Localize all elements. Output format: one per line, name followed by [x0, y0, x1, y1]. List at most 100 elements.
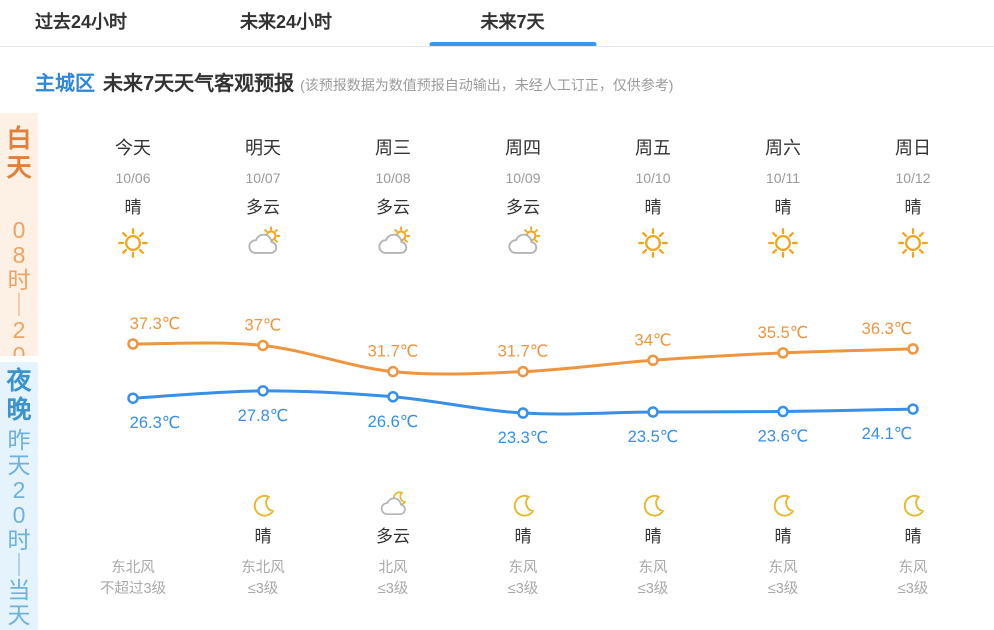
empty-slot [68, 485, 198, 525]
wind-strength: ≤3级 [637, 581, 669, 597]
night-row: 东北风 不超过3级 晴 东北风 ≤3级 多云 北风 ≤3级 晴 东风 [68, 485, 978, 600]
moon-icon [458, 485, 588, 525]
svg-text:23.6℃: 23.6℃ [758, 428, 809, 446]
tab-past-24h[interactable]: 过去24小时 [35, 12, 128, 32]
night-column: 晴 东风 ≤3级 [718, 485, 848, 600]
sun-icon [718, 222, 848, 264]
day-column: 周五 10/10 晴 [588, 136, 718, 264]
night-weather: 晴 [904, 527, 922, 546]
night-weather: 晴 [644, 527, 662, 546]
svg-text:35.5℃: 35.5℃ [758, 324, 809, 342]
wind-direction: 东风 [768, 560, 798, 576]
day-column: 周三 10/08 多云 [328, 136, 458, 264]
day-column: 明天 10/07 多云 [198, 136, 328, 264]
day-column: 周日 10/12 晴 [848, 136, 978, 264]
tab-next-24h[interactable]: 未来24小时 [240, 12, 333, 32]
cloud-moon-icon [328, 485, 458, 525]
svg-text:37.3℃: 37.3℃ [130, 315, 181, 333]
day-column: 周四 10/09 多云 [458, 136, 588, 264]
day-weather: 晴 [124, 198, 142, 217]
wind-direction: 东北风 [111, 560, 155, 576]
svg-text:26.6℃: 26.6℃ [368, 413, 419, 431]
moon-icon [198, 485, 328, 525]
wind-info: 北风 ≤3级 [328, 558, 458, 600]
tabbar-divider [0, 46, 994, 47]
day-name: 周四 [505, 138, 541, 158]
day-date: 10/06 [115, 170, 151, 186]
sidebar-night: 夜晚 昨天20时｜当天08时 [0, 362, 38, 630]
wind-strength: ≤3级 [507, 581, 539, 597]
day-column: 今天 10/06 晴 [68, 136, 198, 264]
wind-info: 东北风 不超过3级 [68, 558, 198, 600]
day-weather: 多云 [246, 198, 280, 217]
day-header-row: 今天 10/06 晴 明天 10/07 多云 周三 10/08 多云 周四 10… [68, 136, 978, 264]
night-column: 晴 东风 ≤3级 [848, 485, 978, 600]
night-range: 昨天20时｜当天08时 [7, 427, 31, 630]
moon-icon [718, 485, 848, 525]
svg-text:36.3℃: 36.3℃ [862, 320, 913, 338]
tab-bar: 过去24小时 未来24小时 未来7天 [0, 0, 994, 47]
wind-direction: 北风 [378, 560, 408, 576]
day-weather: 多云 [376, 198, 410, 217]
wind-strength: ≤3级 [247, 581, 279, 597]
wind-info: 东北风 ≤3级 [198, 558, 328, 600]
day-date: 10/07 [245, 170, 281, 186]
day-date: 10/10 [635, 170, 671, 186]
day-weather: 晴 [904, 198, 922, 217]
day-date: 10/08 [375, 170, 411, 186]
svg-text:31.7℃: 31.7℃ [498, 343, 549, 361]
wind-direction: 东风 [638, 560, 668, 576]
day-name: 周日 [895, 138, 931, 158]
region-label: 主城区 [35, 73, 95, 95]
sun-icon [68, 222, 198, 264]
day-weather: 晴 [774, 198, 792, 217]
svg-text:23.5℃: 23.5℃ [628, 428, 679, 446]
svg-text:27.8℃: 27.8℃ [238, 407, 289, 425]
wind-strength: ≤3级 [767, 581, 799, 597]
day-weather: 晴 [644, 198, 662, 217]
day-weather: 多云 [506, 198, 540, 217]
night-weather: 晴 [774, 527, 792, 546]
disclaimer-note: (该预报数据为数值预报自动输出，未经人工订正，仅供参考) [300, 77, 674, 93]
wind-direction: 东风 [898, 560, 928, 576]
page-header: 主城区 未来7天天气客观预报 (该预报数据为数值预报自动输出，未经人工订正，仅供参考… [35, 68, 985, 100]
night-weather [68, 525, 198, 551]
day-name: 周六 [765, 138, 801, 158]
cloud-sun-icon [198, 222, 328, 264]
svg-text:23.3℃: 23.3℃ [498, 429, 549, 447]
day-column: 周六 10/11 晴 [718, 136, 848, 264]
night-column: 晴 东风 ≤3级 [588, 485, 718, 600]
svg-text:31.7℃: 31.7℃ [368, 343, 419, 361]
wind-strength: 不超过3级 [99, 581, 167, 597]
svg-text:34℃: 34℃ [635, 331, 672, 349]
wind-info: 东风 ≤3级 [848, 558, 978, 600]
moon-icon [848, 485, 978, 525]
daytime-range: 08时｜20时 [7, 217, 31, 357]
svg-text:37℃: 37℃ [245, 316, 282, 334]
night-weather: 多云 [376, 527, 410, 546]
night-label: 夜晚 [6, 367, 32, 424]
tab-next-7-days[interactable]: 未来7天 [430, 0, 595, 47]
day-name: 今天 [115, 138, 151, 158]
wind-strength: ≤3级 [377, 581, 409, 597]
day-date: 10/11 [766, 170, 800, 186]
wind-info: 东风 ≤3级 [458, 558, 588, 600]
wind-strength: ≤3级 [897, 581, 929, 597]
moon-icon [588, 485, 718, 525]
day-name: 明天 [245, 138, 281, 158]
night-weather: 晴 [254, 527, 272, 546]
night-column: 晴 东风 ≤3级 [458, 485, 588, 600]
sidebar-daytime: 白天 08时｜20时 [0, 113, 38, 356]
svg-text:24.1℃: 24.1℃ [862, 425, 913, 443]
night-column: 东北风 不超过3级 [68, 485, 198, 600]
wind-direction: 东风 [508, 560, 538, 576]
day-date: 10/12 [895, 170, 931, 186]
night-column: 多云 北风 ≤3级 [328, 485, 458, 600]
cloud-sun-icon [328, 222, 458, 264]
day-name: 周五 [635, 138, 671, 158]
svg-text:26.3℃: 26.3℃ [130, 414, 181, 432]
cloud-sun-icon [458, 222, 588, 264]
sun-icon [848, 222, 978, 264]
wind-direction: 东北风 [241, 560, 285, 576]
